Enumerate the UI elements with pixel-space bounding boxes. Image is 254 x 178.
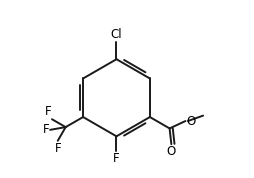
Text: F: F	[113, 152, 120, 165]
Text: F: F	[45, 105, 51, 118]
Text: F: F	[43, 123, 49, 136]
Text: O: O	[186, 114, 195, 127]
Text: Cl: Cl	[111, 28, 122, 41]
Text: F: F	[54, 142, 61, 155]
Text: O: O	[167, 145, 176, 158]
